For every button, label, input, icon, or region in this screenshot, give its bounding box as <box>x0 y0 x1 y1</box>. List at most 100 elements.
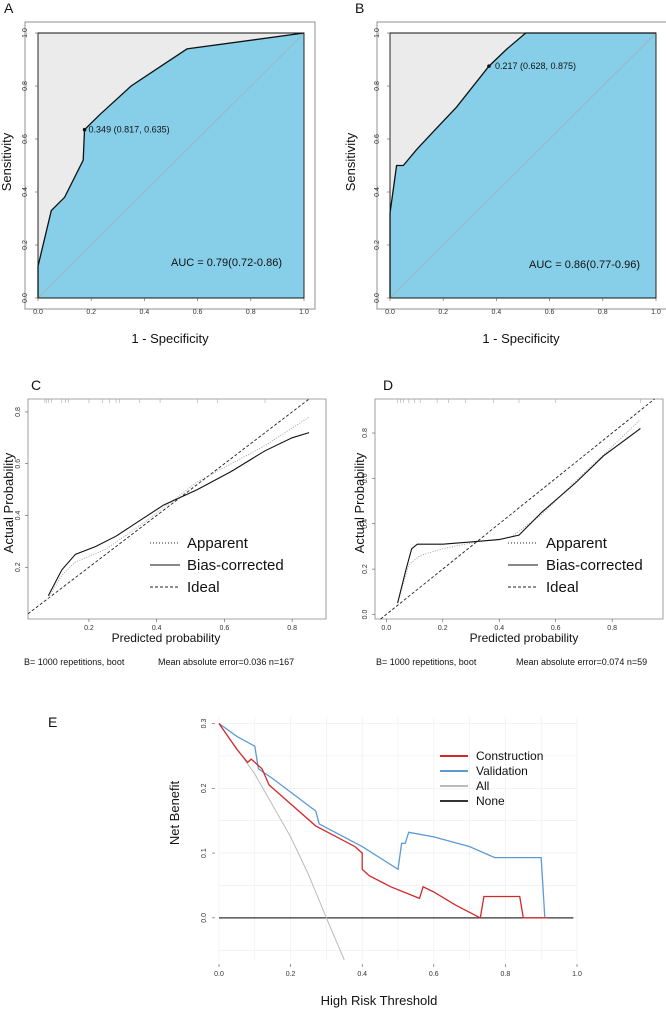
panel-d-x-tick-label: 0.8 <box>607 625 617 632</box>
panel-d-calibration: D Apparent Bias-corrected Ideal Predicte… <box>352 377 664 667</box>
panel-d-y-tick-label: 0.2 <box>362 564 369 574</box>
panel-e-x-tick-label: 0.4 <box>357 971 367 978</box>
panel-c-calibration: C Apparent Bias-corrected Ideal Predicte… <box>1 377 327 667</box>
panel-b-x-tick-label: 0.8 <box>598 309 608 316</box>
panel-e-line-construction <box>218 723 549 919</box>
panel-d-legend: Apparent Bias-corrected Ideal <box>508 535 643 596</box>
panel-a-y-tick-label: 0.4 <box>22 187 29 197</box>
panel-a-frame <box>24 21 316 310</box>
panel-e-series-lines <box>218 722 574 961</box>
panel-b-y-tick-label: 0.4 <box>374 187 381 197</box>
panel-e-line-all <box>218 723 345 961</box>
panel-b-x-label: 1 - Specificity <box>482 331 560 346</box>
panel-b-x-tick-label: 0.6 <box>545 309 555 316</box>
panel-c-legend: Apparent Bias-corrected Ideal <box>150 535 284 596</box>
panel-d-x-tick-label: 0.6 <box>551 625 561 632</box>
panel-b-x-tick-label: 1.0 <box>651 309 661 316</box>
panel-c-legend-apparent: Apparent <box>187 535 249 552</box>
panel-d-x-label: Predicted probability <box>470 631 579 645</box>
panel-c-x-tick-label: 0.4 <box>152 625 162 632</box>
panel-a-reference-line <box>37 32 305 299</box>
panel-c-y-tick-label: 0.8 <box>15 407 22 417</box>
panel-b-y-tick-label: 1.0 <box>374 28 381 38</box>
panel-c-y-tick-label: 0.6 <box>15 459 22 469</box>
panel-b-y-tick-label: 0.8 <box>374 81 381 91</box>
panel-b-label: B <box>355 0 364 16</box>
panel-e-x-tick-label: 1.0 <box>572 971 582 978</box>
panel-c-plot-border <box>27 398 327 620</box>
panel-d-x-tick-label: 0.2 <box>438 625 448 632</box>
panel-e-legend-label-validation: Validation <box>476 764 528 778</box>
panel-a-y-tick-label: 0.8 <box>22 81 29 91</box>
panel-d-legend-ideal: Ideal <box>546 579 579 596</box>
panel-b-reference-line <box>389 32 657 299</box>
panel-d-plot-border <box>374 398 664 620</box>
panel-a-x-tick-label: 0.8 <box>246 309 256 316</box>
panel-d-legend-bias: Bias-corrected <box>546 557 643 574</box>
panel-d-footer-left: B= 1000 repetitions, boot <box>376 657 477 667</box>
panel-a-y-ticks: 0.0 0.2 0.4 0.6 0.8 1.0 <box>22 28 38 303</box>
panel-e-legend-label-construction: Construction <box>476 749 543 763</box>
panel-e-legend-label-all: All <box>476 779 489 793</box>
panel-b-x-ticks: 0.0 0.2 0.4 0.6 0.8 1.0 <box>385 298 661 316</box>
panel-b-cutoff-point <box>487 64 491 68</box>
panel-d-rug <box>397 399 641 403</box>
panel-d-label: D <box>383 377 393 393</box>
panel-c-footer-right: Mean absolute error=0.036 n=167 <box>158 657 294 667</box>
panel-c-x-tick-label: 0.2 <box>84 625 94 632</box>
panel-d-y-tick-label: 0.4 <box>362 519 369 529</box>
panel-e-y-tick-label: 0.0 <box>201 913 208 923</box>
panel-a-x-tick-label: 0.6 <box>193 309 203 316</box>
panel-a-x-tick-label: 0.0 <box>33 309 43 316</box>
panel-b-auc-text: AUC = 0.86(0.77-0.96) <box>529 259 640 271</box>
panel-b-y-tick-label: 0.2 <box>374 240 381 250</box>
panel-a-y-tick-label: 0.0 <box>22 293 29 303</box>
panel-e-x-ticks: 0.0 0.2 0.4 0.6 0.8 1.0 <box>214 964 582 978</box>
panel-c-x-tick-label: 0.6 <box>220 625 230 632</box>
panel-a-y-tick-label: 0.2 <box>22 240 29 250</box>
panel-d-y-label: Actual Probability <box>352 452 367 553</box>
panel-a-label: A <box>4 0 14 16</box>
panel-e-x-tick-label: 0.8 <box>501 971 511 978</box>
panel-b-y-tick-label: 0.6 <box>374 134 381 144</box>
panel-d-y-tick-label: 0.8 <box>362 428 369 438</box>
panel-b-frame <box>376 21 666 310</box>
panel-d-x-ticks: 0.0 0.2 0.4 0.6 0.8 <box>381 619 617 632</box>
panel-a-cutoff-point <box>82 127 87 132</box>
panel-c-ideal-line <box>27 398 310 615</box>
panel-b-roc: B 0.217 (0.628, 0.875) AUC = 0.86(0.77-0… <box>343 0 666 346</box>
panel-a-auc-text: AUC = 0.79(0.72-0.86) <box>171 257 282 269</box>
panel-a-y-tick-label: 1.0 <box>22 28 29 38</box>
panel-b-x-tick-label: 0.2 <box>438 309 448 316</box>
panel-b-x-tick-label: 0.0 <box>385 309 395 316</box>
panel-b-x-tick-label: 0.4 <box>492 309 502 316</box>
panel-a-x-tick-label: 0.2 <box>86 309 96 316</box>
panel-d-y-tick-label: 0.0 <box>362 609 369 619</box>
panel-c-footer-left: B= 1000 repetitions, boot <box>24 657 125 667</box>
panel-a-y-label: Sensitivity <box>0 132 14 191</box>
panel-c-legend-bias: Bias-corrected <box>187 557 284 574</box>
panel-d-ideal-line <box>380 398 655 620</box>
panel-a-x-ticks: 0.0 0.2 0.4 0.6 0.8 1.0 <box>33 298 309 316</box>
panel-e-legend-label-none: None <box>476 794 505 808</box>
panel-d-bias-corrected-line <box>397 428 641 604</box>
panel-c-x-ticks: 0.2 0.4 0.6 0.8 <box>84 619 297 632</box>
panel-c-bias-corrected-line <box>47 432 310 596</box>
panel-a-y-tick-label: 0.6 <box>22 134 29 144</box>
panel-a-roc: A 0.349 (0.817, 0.635) AUC = 0.79(0.72-0… <box>0 0 316 346</box>
panel-a-cutoff-label: 0.349 (0.817, 0.635) <box>89 125 170 135</box>
panel-c-y-tick-label: 0.4 <box>15 510 22 520</box>
panel-b-y-label: Sensitivity <box>343 132 358 191</box>
panel-a-x-label: 1 - Specificity <box>131 331 209 346</box>
panel-d-legend-apparent: Apparent <box>546 535 608 552</box>
panel-d-footer-right: Mean absolute error=0.074 n=59 <box>516 657 647 667</box>
panel-d-x-tick-label: 0.0 <box>381 625 391 632</box>
panel-a-x-tick-label: 1.0 <box>299 309 309 316</box>
panel-b-y-tick-label: 0.0 <box>374 293 381 303</box>
panel-e-y-tick-label: 0.2 <box>201 783 208 793</box>
panel-d-x-tick-label: 0.4 <box>494 625 504 632</box>
panel-c-x-tick-label: 0.8 <box>287 625 297 632</box>
panel-c-x-label: Predicted probability <box>112 631 221 645</box>
